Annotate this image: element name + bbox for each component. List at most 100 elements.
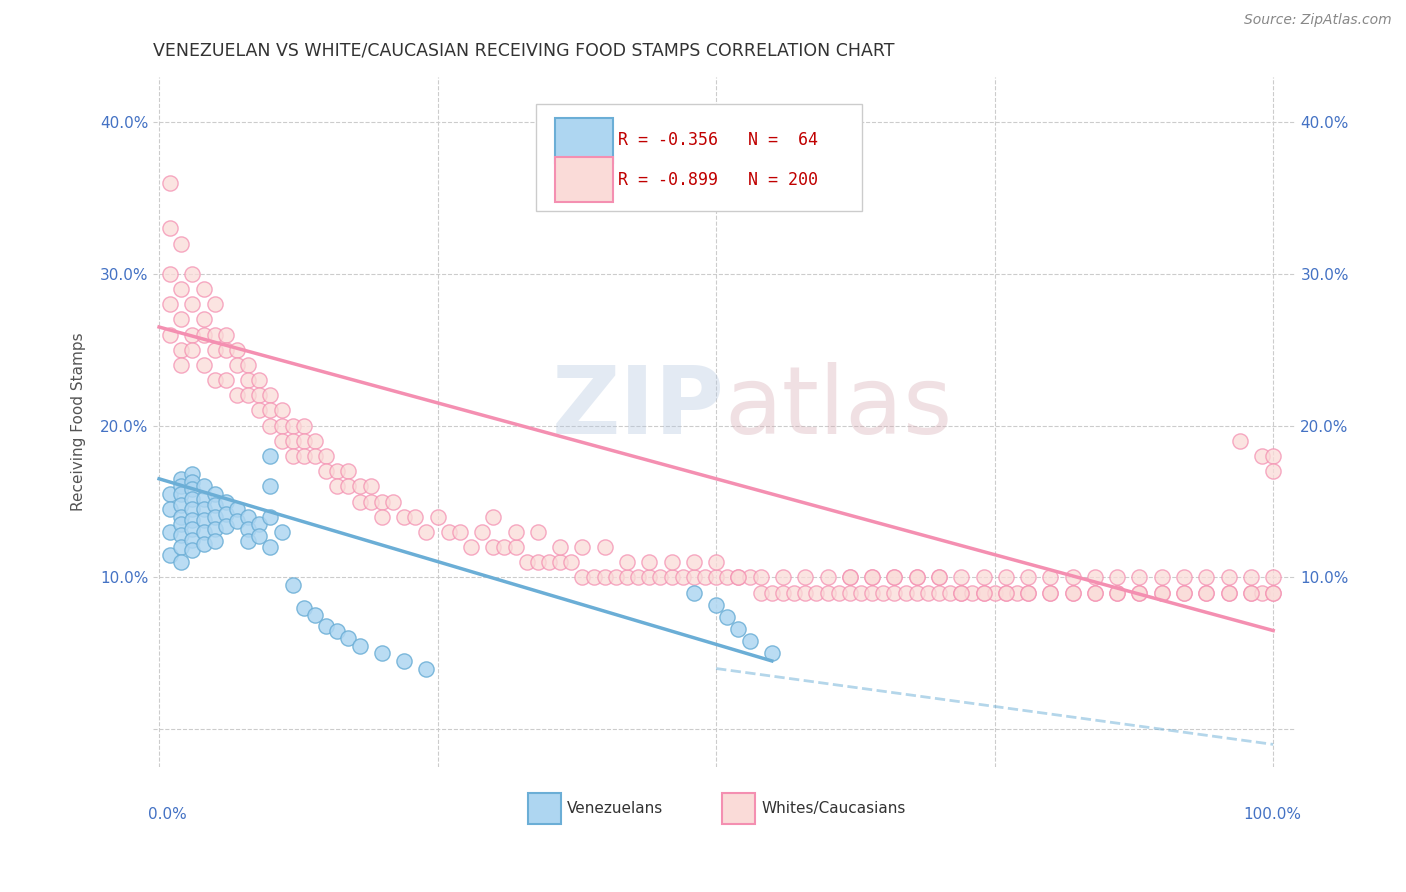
- Point: [304, 434, 326, 448]
- Point: [360, 494, 382, 508]
- Point: [661, 570, 683, 584]
- Point: [193, 479, 215, 493]
- Text: Source: ZipAtlas.com: Source: ZipAtlas.com: [1244, 13, 1392, 28]
- Point: [315, 464, 337, 478]
- Point: [204, 498, 226, 512]
- Point: [727, 570, 749, 584]
- Point: [304, 608, 326, 623]
- Point: [983, 585, 1005, 599]
- Point: [616, 570, 638, 584]
- Point: [247, 403, 270, 417]
- Point: [1218, 570, 1240, 584]
- Point: [593, 570, 616, 584]
- Point: [1150, 585, 1173, 599]
- Text: R = -0.899   N = 200: R = -0.899 N = 200: [619, 171, 818, 189]
- Point: [159, 221, 181, 235]
- Point: [326, 464, 349, 478]
- Point: [281, 434, 304, 448]
- Point: [1173, 570, 1195, 584]
- FancyBboxPatch shape: [723, 793, 755, 824]
- Point: [1128, 570, 1150, 584]
- Point: [392, 654, 415, 668]
- Point: [883, 570, 905, 584]
- Point: [806, 585, 828, 599]
- Point: [226, 514, 249, 528]
- Point: [181, 522, 204, 536]
- Point: [170, 343, 193, 357]
- Point: [315, 449, 337, 463]
- Point: [894, 585, 917, 599]
- Point: [1263, 449, 1285, 463]
- Point: [905, 570, 928, 584]
- Point: [1017, 585, 1039, 599]
- Point: [204, 327, 226, 342]
- Point: [548, 540, 571, 554]
- Point: [270, 418, 292, 433]
- Point: [772, 585, 794, 599]
- Point: [1263, 464, 1285, 478]
- Point: [527, 524, 550, 539]
- Point: [950, 570, 973, 584]
- Point: [259, 540, 281, 554]
- Point: [259, 418, 281, 433]
- Point: [1062, 585, 1084, 599]
- Point: [270, 524, 292, 539]
- Text: 100.0%: 100.0%: [1243, 807, 1301, 822]
- Point: [950, 585, 973, 599]
- Point: [973, 585, 995, 599]
- Point: [181, 297, 204, 311]
- Point: [193, 524, 215, 539]
- Point: [537, 555, 560, 569]
- Text: ZIP: ZIP: [551, 362, 724, 454]
- Point: [672, 570, 695, 584]
- Point: [716, 610, 738, 624]
- Point: [193, 312, 215, 326]
- Y-axis label: Receiving Food Stamps: Receiving Food Stamps: [72, 333, 86, 511]
- Point: [704, 598, 727, 612]
- Point: [170, 236, 193, 251]
- Point: [638, 570, 661, 584]
- Point: [749, 585, 772, 599]
- Point: [1251, 585, 1274, 599]
- Point: [994, 585, 1017, 599]
- Point: [727, 622, 749, 636]
- Text: Whites/Caucasians: Whites/Caucasians: [761, 801, 905, 816]
- Point: [215, 494, 238, 508]
- Point: [738, 570, 761, 584]
- Point: [426, 509, 449, 524]
- Point: [281, 418, 304, 433]
- Point: [838, 585, 860, 599]
- Point: [1150, 585, 1173, 599]
- Point: [650, 570, 672, 584]
- Point: [516, 555, 538, 569]
- Point: [716, 570, 738, 584]
- Point: [1017, 570, 1039, 584]
- Point: [371, 509, 394, 524]
- Point: [415, 524, 437, 539]
- Point: [605, 570, 627, 584]
- Point: [226, 358, 249, 372]
- Point: [905, 585, 928, 599]
- Point: [404, 509, 426, 524]
- Point: [761, 585, 783, 599]
- Point: [1218, 585, 1240, 599]
- Point: [471, 524, 494, 539]
- Point: [415, 661, 437, 675]
- Point: [1039, 570, 1062, 584]
- Point: [661, 555, 683, 569]
- Point: [238, 534, 260, 549]
- Point: [360, 479, 382, 493]
- Point: [928, 570, 950, 584]
- Point: [259, 509, 281, 524]
- Point: [817, 585, 839, 599]
- Point: [193, 502, 215, 516]
- Point: [181, 543, 204, 558]
- Point: [838, 570, 860, 584]
- Point: [1128, 585, 1150, 599]
- Point: [571, 570, 593, 584]
- Point: [382, 494, 405, 508]
- Point: [1084, 585, 1107, 599]
- Point: [238, 509, 260, 524]
- Point: [682, 585, 704, 599]
- Point: [1150, 570, 1173, 584]
